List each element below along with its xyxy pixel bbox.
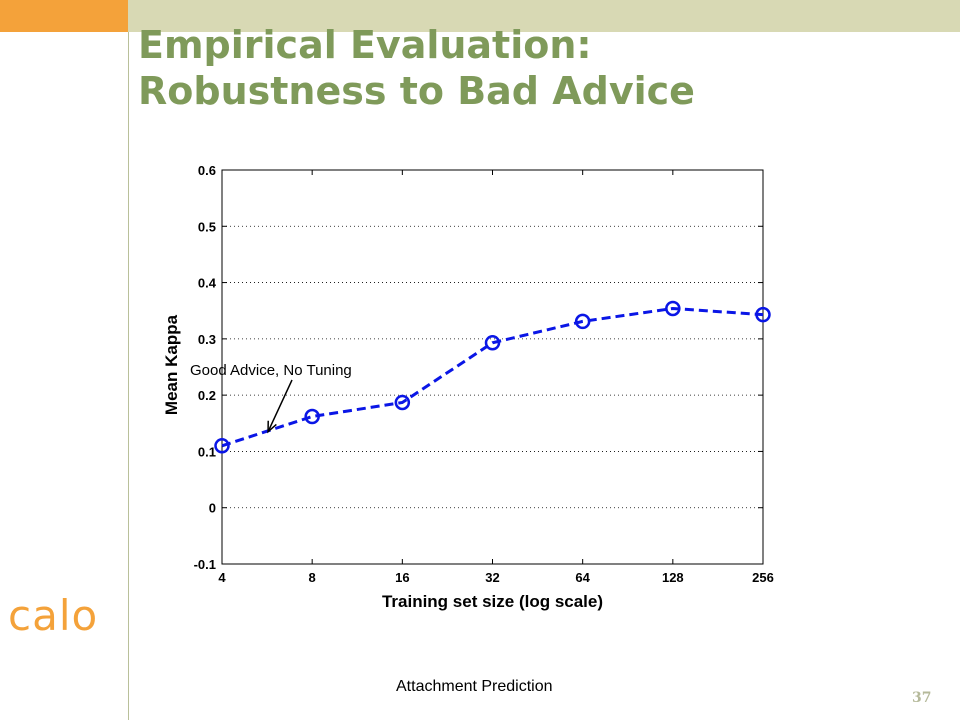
- series-line: [221, 306, 764, 448]
- x-tick-label: 256: [752, 570, 774, 585]
- corner-accent-box: [0, 0, 128, 32]
- data-point: [214, 438, 230, 454]
- y-tick-label: 0.1: [198, 444, 216, 459]
- calo-logo: calo: [8, 591, 99, 640]
- vertical-divider: [128, 32, 129, 720]
- y-tick-label: 0.2: [198, 388, 216, 403]
- y-tick-label: 0.3: [198, 332, 216, 347]
- y-tick-label: -0.1: [194, 557, 216, 572]
- data-point: [304, 408, 320, 425]
- header-bar: [128, 0, 960, 32]
- y-tick-label: 0: [209, 501, 216, 516]
- data-point: [574, 313, 591, 330]
- x-tick-label: 128: [662, 570, 684, 585]
- chart-caption: Attachment Prediction: [396, 678, 553, 695]
- data-point: [484, 335, 501, 351]
- y-tick-label: 0.6: [198, 163, 216, 178]
- data-point: [665, 300, 681, 317]
- annotation-arrowhead: [267, 420, 277, 434]
- y-axis-label: Mean Kappa: [162, 314, 181, 415]
- y-tick-label: 0.5: [198, 219, 216, 234]
- x-tick-label: 16: [395, 570, 409, 585]
- y-tick-label: 0.4: [198, 276, 217, 291]
- plot-area: [222, 170, 763, 564]
- data-point: [755, 306, 771, 323]
- x-tick-label: 4: [218, 570, 226, 585]
- x-tick-label: 64: [575, 570, 590, 585]
- x-tick-label: 32: [485, 570, 499, 585]
- title-line-1: Empirical Evaluation:: [138, 23, 592, 67]
- annotation-text: Good Advice, No Tuning: [190, 362, 352, 379]
- data-point: [394, 394, 411, 411]
- title-line-2: Robustness to Bad Advice: [138, 69, 695, 113]
- slide-title: Empirical Evaluation: Robustness to Bad …: [138, 22, 695, 114]
- x-tick-label: 8: [309, 570, 316, 585]
- annotation-arrow-line: [267, 379, 293, 433]
- x-axis-label: Training set size (log scale): [382, 592, 603, 611]
- page-number: 37: [912, 690, 932, 706]
